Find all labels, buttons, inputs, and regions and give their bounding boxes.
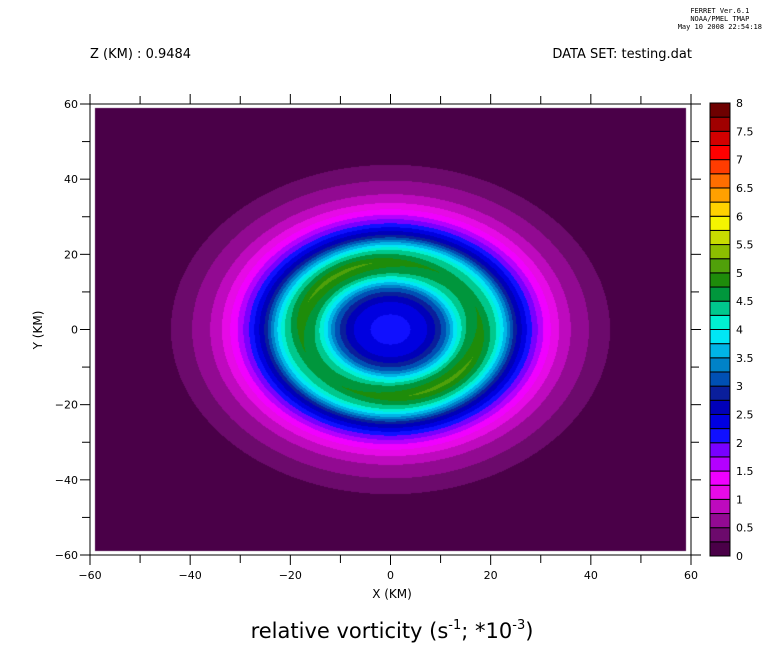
x-tick-label: 40 — [584, 569, 598, 582]
y-tick-label: 40 — [64, 173, 78, 186]
title-exponent: -3 — [512, 618, 525, 633]
colorbar-label: 8 — [736, 97, 743, 110]
colorbar-cell — [709, 399, 731, 415]
x-axis-label: X (KM) — [372, 587, 412, 601]
colorbar-label: 1.5 — [736, 465, 754, 478]
colorbar-cell — [709, 470, 731, 486]
colorbar-cell — [709, 116, 731, 132]
x-tick-label: −20 — [279, 569, 302, 582]
colorbar-label: 2.5 — [736, 408, 754, 421]
colorbar-cell — [709, 286, 731, 302]
colorbar-cell — [709, 442, 731, 458]
colorbar-cell — [709, 258, 731, 274]
stamp-line: FERRET Ver.6.1 — [690, 7, 750, 15]
colorbar-cell — [709, 201, 731, 217]
colorbar-cell — [709, 159, 731, 175]
colorbar-cell — [709, 484, 731, 500]
colorbar-cell — [709, 498, 731, 515]
colorbar-cell — [709, 187, 731, 203]
y-tick-label: 20 — [64, 248, 78, 261]
colorbar-cell — [709, 329, 731, 345]
colorbar-cell — [709, 144, 731, 161]
colorbar-cell — [709, 272, 731, 288]
x-tick-label: 60 — [684, 569, 698, 582]
colorbar-cell — [709, 541, 731, 557]
colorbar-label: 5.5 — [736, 239, 754, 252]
colorbar-label: 3.5 — [736, 352, 754, 365]
colorbar-cell — [709, 527, 731, 543]
axes: −60 −40 −20 0 20 40 60 −60 −40 −20 0 20 40 60 — [55, 94, 701, 582]
title-part: ) — [525, 619, 533, 643]
colorbar-cell — [709, 343, 731, 359]
y-tick-label: −20 — [55, 399, 78, 412]
colorbar-label: 4 — [736, 324, 743, 337]
colorbar-cell — [709, 215, 731, 231]
dataset-label: DATA SET: testing.dat — [552, 47, 692, 62]
colorbar-label: 7 — [736, 154, 743, 167]
colorbar-cell — [709, 413, 731, 430]
title-part: relative vorticity (s — [251, 619, 449, 643]
x-tick-label: −40 — [179, 569, 202, 582]
colorbar-cell — [709, 385, 731, 401]
colorbar-label: 5 — [736, 267, 743, 280]
stamp-line: May 10 2008 22:54:18 — [677, 23, 762, 31]
title-exponent: -1 — [448, 618, 461, 633]
x-tick-label: 20 — [484, 569, 498, 582]
colorbar-cell — [709, 229, 731, 246]
x-tick-label: −60 — [78, 569, 101, 582]
colorbar-cell — [709, 300, 731, 316]
colorbar-label: 7.5 — [736, 125, 754, 138]
title-part: ; *10 — [461, 619, 512, 643]
stamp-line: NOAA/PMEL TMAP — [690, 15, 750, 23]
y-tick-label: 60 — [64, 98, 78, 111]
colorbar-cell — [709, 244, 731, 260]
y-tick-label: −60 — [55, 549, 78, 562]
colorbar-cell — [709, 314, 731, 330]
colorbar-cell — [709, 130, 731, 146]
colorbar-label: 0.5 — [736, 522, 754, 535]
y-tick-label: −40 — [55, 474, 78, 487]
colorbar-label: 0 — [736, 550, 743, 563]
y-tick-label: 0 — [71, 324, 78, 337]
colorbar-label: 2 — [736, 437, 743, 450]
colorbar-cell — [709, 357, 731, 373]
colorbar-label: 1 — [736, 493, 743, 506]
colorbar-cell — [709, 456, 731, 472]
colorbar-label: 6.5 — [736, 182, 754, 195]
y-axis-label: Y (KM) — [31, 311, 45, 351]
colorbar-label: 3 — [736, 380, 743, 393]
colorbar-cell — [709, 513, 731, 529]
plot-frame — [89, 103, 692, 556]
colorbar-label: 4.5 — [736, 295, 754, 308]
colorbar-cell — [709, 371, 731, 387]
chart-title: relative vorticity (s-1; *10-3) — [251, 618, 534, 643]
z-level-label: Z (KM) : 0.9484 — [90, 47, 192, 62]
colorbar: 0 0.5 1 1.5 2 2.5 3 3.5 4 4.5 5 5.5 6 6.5 7 7.5 8 — [709, 97, 754, 563]
colorbar-cell — [709, 428, 731, 444]
colorbar-cell — [709, 173, 731, 189]
x-tick-label: 0 — [387, 569, 394, 582]
colorbar-cell — [709, 102, 731, 118]
colorbar-label: 6 — [736, 210, 743, 223]
ferret-stamp: FERRET Ver.6.1 NOAA/PMEL TMAP May 10 200… — [677, 7, 762, 31]
